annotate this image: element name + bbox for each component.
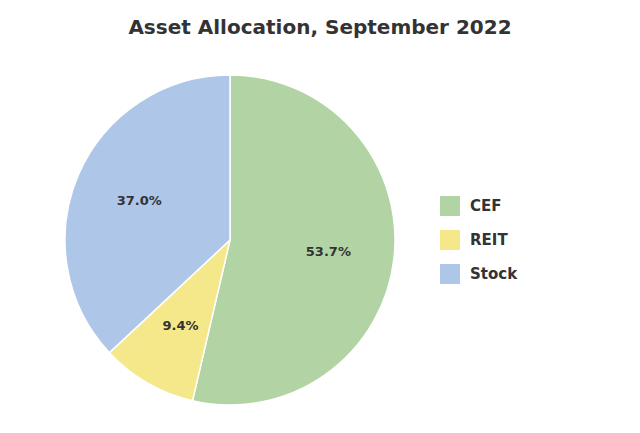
pie-slice <box>65 75 230 353</box>
legend-swatch <box>440 196 460 216</box>
legend-swatch <box>440 264 460 284</box>
title: Asset Allocation, September 2022 <box>128 15 511 39</box>
legend-item: Stock <box>440 264 518 284</box>
legend: CEF REIT Stock <box>440 196 518 284</box>
data-label: 53.7% <box>306 244 351 259</box>
data-label: 9.4% <box>162 318 198 333</box>
legend-swatch <box>440 230 460 250</box>
legend-label: REIT <box>470 231 508 249</box>
chart: Asset Allocation, September 2022 53.7% 9.4… <box>0 0 640 433</box>
pie <box>65 75 395 405</box>
data-label: 37.0% <box>117 193 162 208</box>
legend-label: CEF <box>470 197 502 215</box>
data-labels: 53.7% 9.4% 37.0% <box>117 193 351 333</box>
legend-label: Stock <box>470 265 518 283</box>
legend-item: REIT <box>440 230 508 250</box>
legend-item: CEF <box>440 196 502 216</box>
